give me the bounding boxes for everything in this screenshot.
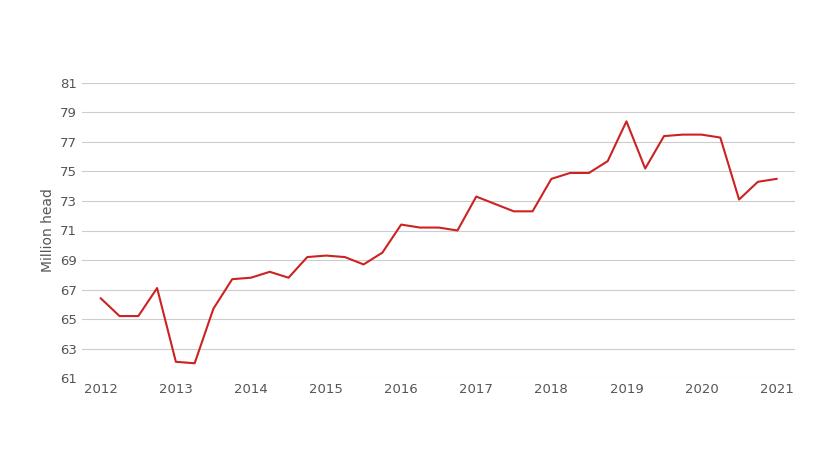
Y-axis label: Million head: Million head <box>40 189 55 272</box>
